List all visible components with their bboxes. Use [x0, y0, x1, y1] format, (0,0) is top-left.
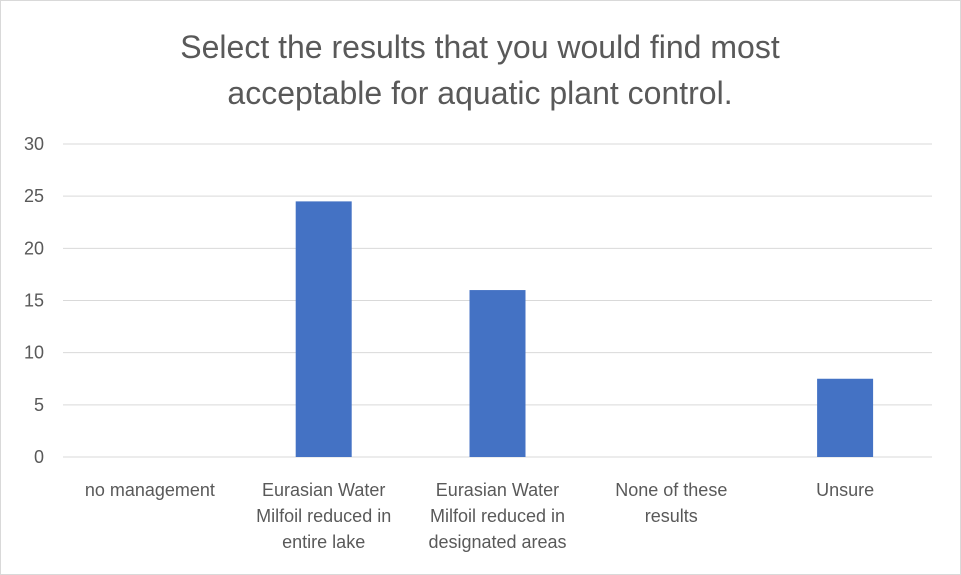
x-category-label-line: Milfoil reduced in: [256, 506, 391, 526]
chart-title-line-2: acceptable for aquatic plant control.: [227, 75, 732, 111]
y-tick-label: 30: [24, 134, 44, 154]
x-category-label: no management: [85, 480, 215, 500]
x-category-label-line: Eurasian Water: [262, 480, 385, 500]
chart-title-line-1: Select the results that you would find m…: [180, 29, 780, 65]
bars: [295, 201, 874, 457]
x-category-label-line: Eurasian Water: [436, 480, 559, 500]
y-tick-label: 0: [34, 447, 44, 467]
x-category-label-line: designated areas: [428, 532, 566, 552]
bar: [295, 201, 352, 457]
gridlines: [63, 143, 932, 458]
x-category-label-line: None of these: [615, 480, 727, 500]
x-category-label-line: no management: [85, 480, 215, 500]
x-category-label: Eurasian Water Milfoil reduced in entire l…: [256, 480, 391, 552]
y-tick-label: 10: [24, 343, 44, 363]
y-tick-label: 15: [24, 291, 44, 311]
x-axis-categories: no management Eurasian Water Milfoil reduc…: [85, 480, 874, 552]
bar: [817, 378, 874, 457]
x-category-label: Eurasian Water Milfoil reduced in designat…: [428, 480, 566, 552]
x-category-label-line: Unsure: [816, 480, 874, 500]
x-category-label: Unsure: [816, 480, 874, 500]
y-axis-ticks: 0 5 10 15 20 25 30: [24, 134, 44, 467]
x-category-label-line: Milfoil reduced in: [430, 506, 565, 526]
y-tick-label: 5: [34, 395, 44, 415]
y-tick-label: 20: [24, 238, 44, 258]
bar: [469, 290, 526, 457]
x-category-label-line: results: [645, 506, 698, 526]
x-category-label: None of these results: [615, 480, 727, 526]
y-tick-label: 25: [24, 186, 44, 206]
x-category-label-line: entire lake: [282, 532, 365, 552]
